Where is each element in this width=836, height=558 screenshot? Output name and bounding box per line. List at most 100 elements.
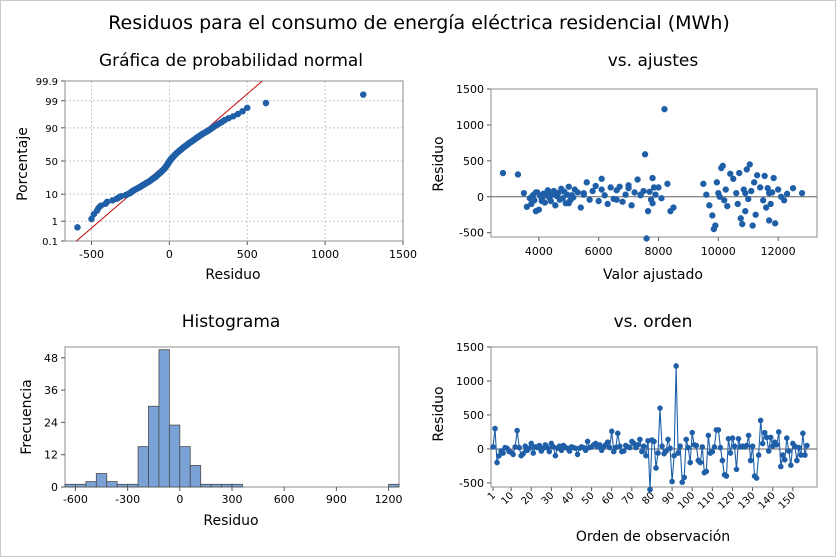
y-tick-label: 10 [45, 190, 58, 201]
data-point [780, 452, 786, 458]
panel-title: Gráfica de probabilidad normal [99, 51, 363, 71]
y-axis-label: Porcentaje [15, 127, 31, 201]
y-tick-label: -500 [459, 227, 484, 240]
y-tick-label: 50 [45, 157, 58, 168]
data-point [103, 198, 111, 206]
data-point [664, 180, 671, 187]
data-point [745, 432, 752, 438]
data-point [645, 438, 651, 444]
data-point [782, 457, 788, 463]
y-axis-label: Frecuencia [19, 379, 35, 454]
data-point [566, 448, 573, 454]
data-point [649, 175, 656, 182]
data-point [514, 427, 520, 434]
data-point [605, 439, 611, 445]
data-point [711, 444, 717, 450]
data-point [565, 183, 572, 190]
data-point [546, 449, 552, 455]
data-point [804, 442, 810, 449]
x-tick-label: 120 [716, 490, 737, 511]
histogram-bar [221, 483, 233, 488]
histogram-bar [158, 349, 170, 488]
data-point [709, 449, 715, 455]
data-point [652, 191, 659, 198]
data-point [796, 444, 802, 451]
x-tick-label: 1500 [389, 248, 417, 261]
data-point [639, 449, 645, 455]
data-point [643, 235, 650, 242]
data-point [727, 170, 734, 177]
data-point [729, 435, 736, 441]
data-point [685, 444, 691, 451]
x-tick-label: 900 [326, 493, 347, 506]
plot-frame [64, 80, 404, 242]
data-point [598, 175, 605, 182]
data-point [763, 204, 770, 211]
y-tick-label: 99 [45, 97, 58, 108]
data-point [651, 184, 657, 191]
data-point [520, 451, 526, 457]
data-point [703, 468, 709, 474]
data-point [659, 443, 665, 449]
data-point [637, 191, 644, 198]
histogram-bar [127, 483, 139, 488]
data-point [634, 176, 641, 183]
x-tick-label: 600 [274, 493, 295, 506]
residuals-vs-order-panel: vs. orden Orden de observación Residuo -… [431, 312, 818, 545]
x-tick-label: -300 [115, 493, 140, 506]
data-point [628, 202, 635, 209]
y-tick-label: 36 [44, 384, 58, 397]
histogram-bar [106, 481, 118, 488]
y-tick-label: 0 [477, 443, 484, 456]
data-point [731, 443, 738, 449]
data-point [681, 474, 687, 481]
data-point [716, 193, 723, 200]
histogram-bar [95, 473, 108, 488]
data-point [683, 436, 689, 443]
data-point [586, 196, 593, 203]
data-point [697, 459, 703, 466]
data-point [580, 190, 587, 197]
x-axis-label: Residuo [203, 513, 258, 529]
data-point [512, 444, 518, 450]
x-tick-label: 1 [486, 490, 498, 502]
data-point [772, 220, 779, 227]
plot-frame [490, 346, 818, 488]
data-point [761, 172, 768, 179]
data-point [574, 451, 581, 458]
data-point [719, 162, 726, 169]
data-point [737, 215, 744, 222]
histogram-bar [179, 446, 191, 488]
histogram-bar [137, 446, 149, 488]
y-tick-label: 48 [44, 352, 58, 365]
data-point [553, 190, 560, 197]
data-point [758, 417, 764, 424]
x-tick-label: 140 [757, 490, 778, 511]
normal-probability-panel: Gráfica de probabilidad normal Residuo P… [15, 51, 417, 283]
data-point [781, 197, 788, 204]
data-point [693, 442, 699, 449]
data-point [792, 443, 798, 449]
data-point [734, 200, 741, 207]
data-point [677, 443, 683, 449]
data-point [558, 447, 565, 453]
y-tick-label: 90 [45, 124, 58, 135]
data-point [748, 188, 755, 195]
data-point [535, 206, 542, 213]
data-point [775, 186, 782, 193]
data-point [619, 198, 626, 205]
data-point [757, 184, 764, 191]
data-point [530, 450, 536, 456]
data-point [532, 189, 539, 196]
data-point [649, 200, 656, 207]
data-point [767, 200, 774, 207]
x-tick-label: 300 [222, 493, 243, 506]
data-point [743, 442, 750, 449]
data-point [496, 453, 502, 459]
data-point [492, 425, 498, 432]
data-point [565, 200, 572, 207]
data-point [778, 463, 784, 470]
data-point [788, 462, 794, 468]
data-point [88, 215, 95, 223]
